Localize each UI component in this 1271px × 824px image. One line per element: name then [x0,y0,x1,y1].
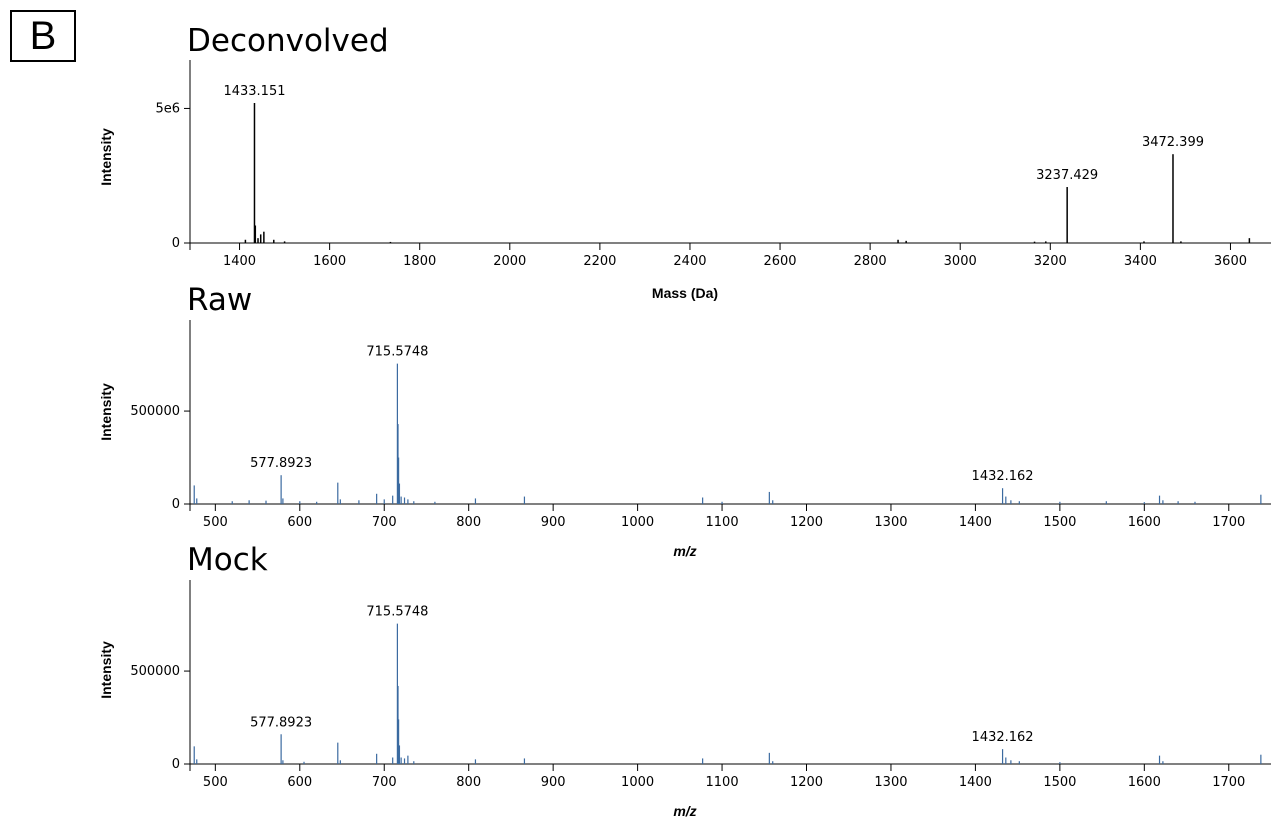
x-tick-label: 1500 [1043,775,1076,790]
peak-labels: 577.8923 715.5748 1432.162 [250,345,1033,485]
y-tick-label: 0 [172,497,180,512]
x-tick-label: 2200 [583,254,616,269]
y-axis-label: Intensity [98,128,114,186]
x-tick-label: 1600 [1128,775,1161,790]
peak-label: 1433.151 [223,84,285,99]
x-tick-label: 1000 [621,775,654,790]
x-axis: 500 600 700 800 900 1000 1100 1200 1300 1400 1500 1… [190,764,1271,790]
spectrum-series [194,624,1261,764]
x-axis: 1400 1600 1800 2000 2200 2400 2600 2800 3000 3200… [190,243,1271,269]
x-tick-label: 1100 [706,515,739,530]
x-tick-label: 3400 [1124,254,1157,269]
x-tick-label: 800 [456,515,481,530]
chart-title: Mock [187,542,268,578]
x-axis-label: Mass (Da) [652,285,718,301]
chart-mock: Mock 0 500000 500 600 700 800 900 1000 1100 1200… [98,542,1271,819]
peak-series [245,103,1249,243]
peak-label: 3472.399 [1142,135,1204,150]
x-axis-label: m/z [673,543,696,559]
x-tick-label: 3000 [944,254,977,269]
chart-raw: Raw 0 500000 500 600 700 800 900 1000 1100 1200 1… [98,282,1271,559]
chart-deconvolved: Deconvolved 0 5e6 1400 1600 1800 2000 2200 240… [98,23,1271,301]
y-axis: 0 500000 [130,320,190,512]
peak-label: 1432.162 [972,730,1034,745]
peak-label: 715.5748 [366,345,428,360]
x-tick-label: 500 [203,775,228,790]
x-tick-label: 1600 [1128,515,1161,530]
x-tick-label: 1200 [790,515,823,530]
y-axis-label: Intensity [98,641,114,699]
x-tick-label: 800 [456,775,481,790]
x-tick-label: 3200 [1034,254,1067,269]
x-tick-label: 1200 [790,775,823,790]
x-tick-label: 1100 [706,775,739,790]
peak-label: 577.8923 [250,456,312,471]
peak-label: 715.5748 [366,605,428,620]
x-tick-label: 2800 [854,254,887,269]
x-tick-label: 1300 [874,775,907,790]
chart-title: Raw [187,282,252,318]
peak-labels: 1433.151 3237.429 3472.399 [223,84,1204,183]
peak-label: 3237.429 [1036,168,1098,183]
y-tick-label: 0 [172,757,180,772]
x-tick-label: 2000 [493,254,526,269]
x-tick-label: 1400 [959,775,992,790]
y-axis: 0 500000 [130,580,190,772]
x-tick-label: 1500 [1043,515,1076,530]
x-axis: 500 600 700 800 900 1000 1100 1200 1300 1400 1500 1… [190,504,1271,530]
x-tick-label: 1700 [1212,515,1245,530]
x-tick-label: 1600 [313,254,346,269]
x-tick-label: 700 [372,515,397,530]
x-axis-label: m/z [673,803,696,819]
y-axis: 0 5e6 [155,60,190,251]
x-tick-label: 700 [372,775,397,790]
x-tick-label: 600 [287,775,312,790]
y-tick-label: 0 [172,236,180,251]
x-tick-label: 1400 [223,254,256,269]
peak-label: 577.8923 [250,715,312,730]
y-tick-label: 5e6 [155,101,180,116]
peak-label: 1432.162 [972,469,1034,484]
x-tick-label: 1700 [1212,775,1245,790]
spectrum-series [194,364,1261,504]
y-axis-label: Intensity [98,383,114,441]
peak-labels: 577.8923 715.5748 1432.162 [250,605,1033,745]
chart-title: Deconvolved [187,23,389,59]
x-tick-label: 1800 [403,254,436,269]
x-tick-label: 2400 [673,254,706,269]
x-tick-label: 3600 [1214,254,1247,269]
x-tick-label: 1400 [959,515,992,530]
x-tick-label: 600 [287,515,312,530]
y-tick-label: 500000 [130,404,180,419]
x-tick-label: 900 [541,775,566,790]
y-tick-label: 500000 [130,664,180,679]
x-tick-label: 2600 [763,254,796,269]
x-tick-label: 500 [203,515,228,530]
x-tick-label: 1000 [621,515,654,530]
x-tick-label: 1300 [874,515,907,530]
x-tick-label: 900 [541,515,566,530]
